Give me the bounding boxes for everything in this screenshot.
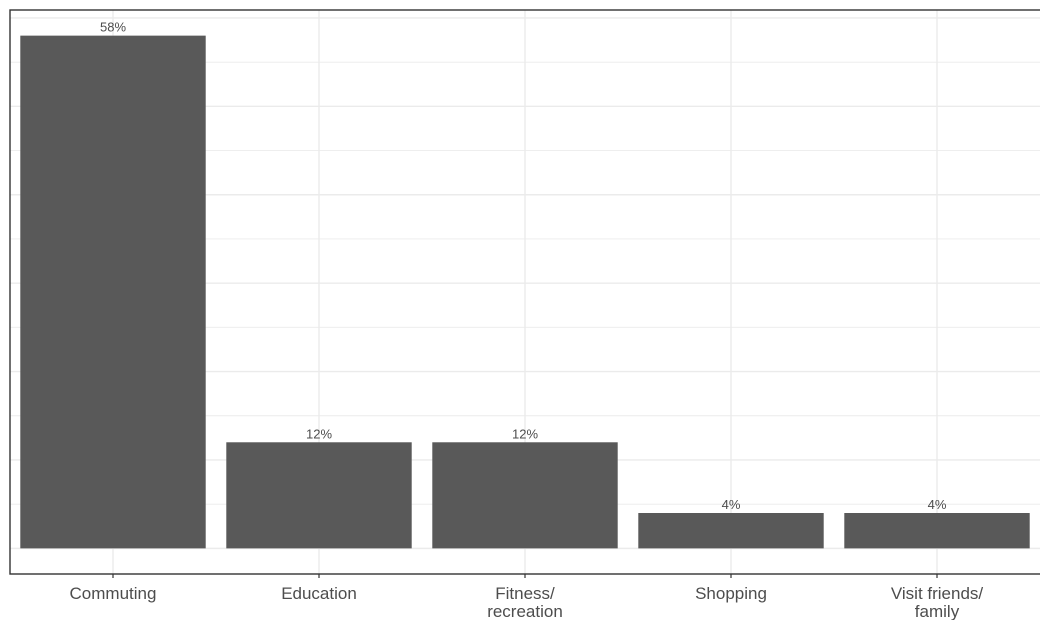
data-label: 12% <box>306 426 332 441</box>
x-axis: Commuting Education Fitness/recreation Shop… <box>70 574 984 620</box>
data-label: 58% <box>100 20 126 35</box>
data-label: 12% <box>512 426 538 441</box>
data-labels: 58% 12% 12% 4% 4% <box>100 20 947 512</box>
x-tick-label: Education <box>281 584 357 603</box>
x-tick-label: Fitness/recreation <box>487 584 563 620</box>
bars <box>20 35 1030 549</box>
panel-border <box>9 9 1040 575</box>
x-tick-label: Shopping <box>695 584 767 603</box>
bar <box>20 35 206 549</box>
bar <box>226 442 412 549</box>
x-tick-label: Visit friends/family <box>891 584 984 620</box>
panel-border-rect <box>9 9 1040 575</box>
bar <box>638 513 824 549</box>
data-label: 4% <box>722 497 741 512</box>
x-tick-label: Commuting <box>70 584 157 603</box>
bar <box>432 442 618 549</box>
bar <box>844 513 1030 549</box>
data-label: 4% <box>928 497 947 512</box>
